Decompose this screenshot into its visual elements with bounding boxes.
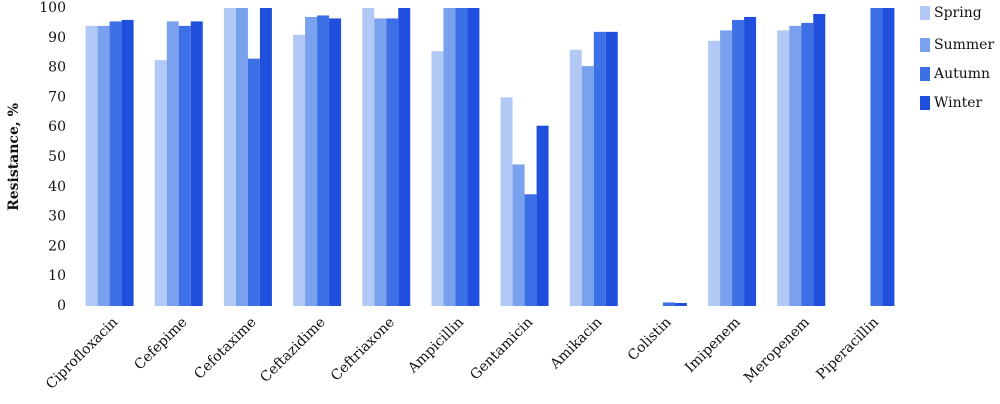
bar: [536, 125, 549, 307]
y-tick-label: 80: [48, 60, 66, 76]
bar: [386, 18, 399, 307]
x-tick-label: Ceftazidime: [257, 314, 328, 385]
bar: [178, 25, 191, 306]
y-tick-label: 90: [48, 30, 66, 46]
bar: [605, 31, 618, 307]
x-tick-label: Imipenem: [682, 314, 744, 376]
bar: [293, 34, 306, 306]
bar: [581, 66, 594, 306]
bar: [305, 16, 318, 306]
bar: [235, 8, 248, 306]
x-tick-label: Piperacillin: [814, 314, 883, 383]
y-tick-label: 20: [48, 238, 66, 254]
bar: [870, 8, 883, 306]
bar: [500, 97, 513, 307]
bar: [85, 25, 98, 306]
legend-swatch: [920, 96, 930, 110]
y-tick-label: 0: [57, 298, 66, 314]
bar: [362, 8, 375, 306]
bar: [801, 22, 814, 307]
bar: [512, 164, 525, 306]
bar: [789, 25, 802, 306]
y-tick-label: 30: [48, 209, 66, 225]
y-tick-label: 100: [39, 0, 66, 16]
bar: [223, 8, 236, 306]
legend-swatch: [920, 38, 930, 52]
y-tick-label: 50: [48, 149, 66, 165]
bar: [813, 13, 826, 307]
bar: [154, 60, 167, 307]
bar: [97, 25, 110, 306]
bar: [398, 8, 411, 306]
y-axis-label: Resistance, %: [6, 103, 22, 211]
legend-swatch: [920, 67, 930, 81]
bar: [882, 8, 895, 306]
x-tick-label: Colistin: [625, 314, 675, 364]
bar: [744, 16, 757, 306]
bar: [662, 302, 675, 306]
bar: [374, 18, 387, 307]
bar: [524, 194, 537, 306]
bar: [247, 58, 260, 306]
x-tick-label: Amikacin: [547, 314, 606, 373]
x-tick-label: Cefotaxime: [191, 314, 259, 382]
bar: [329, 18, 342, 307]
bar: [720, 30, 733, 306]
bar: [259, 8, 272, 306]
bar: [674, 303, 687, 306]
bar: [732, 19, 745, 306]
bar: [569, 49, 582, 306]
bar: [467, 8, 480, 306]
x-tick-label: Ceftriaxone: [328, 314, 398, 384]
y-tick-label: 40: [48, 179, 66, 195]
legend-swatch: [920, 6, 930, 20]
x-tick-label: Ciprofloxacin: [43, 314, 121, 392]
legend-label: Winter: [934, 95, 983, 111]
bar: [777, 30, 790, 306]
x-tick-label: Meropenem: [741, 314, 813, 386]
bar: [455, 8, 468, 306]
bar: [190, 21, 203, 306]
legend-label: Summer: [934, 37, 994, 53]
bar: [109, 21, 122, 306]
x-tick-label: Cefepime: [131, 314, 190, 373]
bar: [166, 21, 179, 306]
y-tick-label: 10: [48, 268, 66, 284]
legend-label: Spring: [934, 5, 982, 21]
x-tick-label: Gentamicin: [467, 314, 536, 383]
bar: [431, 51, 444, 307]
legend-label: Autumn: [933, 66, 990, 82]
y-tick-label: 70: [48, 89, 66, 105]
bar: [708, 40, 721, 306]
x-tick-label: Ampicillin: [404, 314, 467, 377]
y-tick-label: 60: [48, 119, 66, 135]
bar: [443, 8, 456, 306]
bar: [593, 31, 606, 307]
bar: [317, 15, 330, 306]
bar: [121, 19, 134, 306]
